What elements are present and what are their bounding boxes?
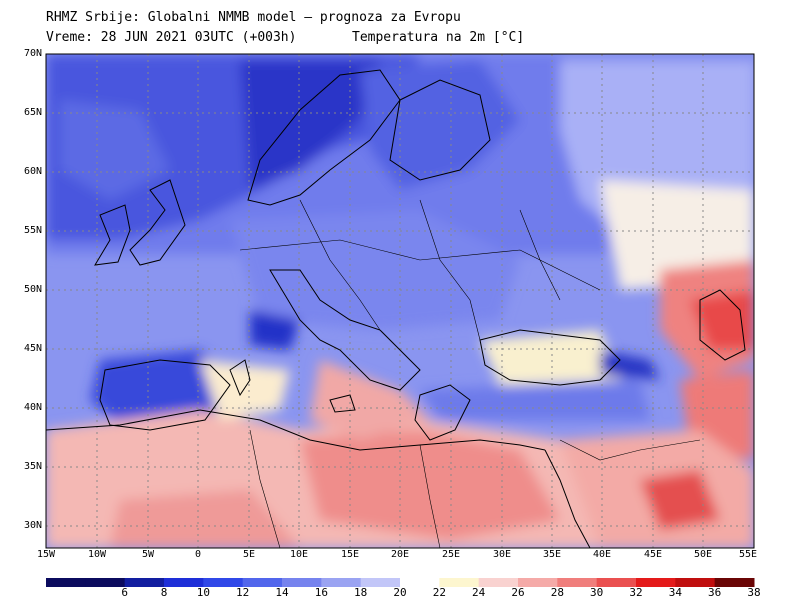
colorbar-swatch [636,578,676,587]
colorbar-swatch [478,578,519,587]
lat-label: 60N [23,166,42,177]
lat-label: 50N [23,284,42,295]
colorbar-tick-label: 16 [314,586,328,599]
lat-label: 35N [23,461,42,472]
colorbar-tick-label: 30 [590,586,604,599]
lon-label: 15W [36,549,56,560]
lat-label: 65N [23,107,42,118]
colorbar-tick-label: 24 [472,586,486,599]
map-frame [45,53,755,549]
lat-label: 70N [23,48,42,59]
valid-time: Vreme: 28 JUN 2021 03UTC (+003h) [46,30,297,45]
borders [239,199,701,548]
colorbar-swatch [282,578,322,587]
colorbar-tick-label: 34 [668,586,682,599]
colorbar-swatch [360,578,401,587]
colorbar [46,578,755,587]
colorbar-tick-label: 20 [393,586,407,599]
colorbar-tick-label: 32 [629,586,643,599]
colorbar-swatch [714,578,755,587]
graticule [46,54,754,548]
colorbar-swatch [518,578,558,587]
colorbar-tick-label: 26 [511,586,525,599]
colorbar-tick-label: 36 [708,586,722,599]
colorbar-swatch [46,578,86,587]
lon-label: 5E [242,549,256,560]
lon-label: 25E [441,549,461,560]
colorbar-swatch [675,578,716,587]
colorbar-tick-label: 22 [432,586,446,599]
colorbar-swatch [557,578,598,587]
lon-label: 55E [738,549,758,560]
colorbar-tick-label: 8 [160,586,168,599]
lon-label: 50E [693,549,713,560]
lon-label: 10E [289,549,309,560]
temperature-field [46,54,754,548]
colorbar-tick-label: 14 [275,586,289,599]
lon-label: 0 [194,549,202,560]
colorbar-tick-label: 38 [747,586,761,599]
lat-label: 55N [23,225,42,236]
lon-label: 45E [643,549,663,560]
colorbar-swatch [164,578,204,587]
colorbar-swatch [596,578,637,587]
colorbar-swatch [242,578,283,587]
colorbar-tick-label: 10 [196,586,210,599]
colorbar-swatch [203,578,244,587]
lon-label: 40E [592,549,612,560]
lon-label: 15E [340,549,360,560]
colorbar-tick-label: 18 [354,586,368,599]
lon-label: 30E [492,549,512,560]
colorbar-swatch [400,578,440,587]
colorbar-tick-label: 6 [121,586,128,599]
lat-label: 45N [23,343,42,354]
colorbar-swatch [321,578,362,587]
variable-label: Temperatura na 2m [°C] [352,30,525,45]
colorbar-swatch [85,578,126,587]
map-title: RHMZ Srbije: Globalni NMMB model — progn… [46,10,461,25]
lon-label: 5W [141,549,155,560]
lon-label: 35E [542,549,562,560]
lon-label: 10W [87,549,107,560]
lat-label: 30N [23,520,42,531]
lon-label: 20E [390,549,410,560]
colorbar-swatch [124,578,165,587]
colorbar-tick-label: 28 [550,586,564,599]
lat-label: 40N [23,402,42,413]
colorbar-tick-label: 12 [236,586,250,599]
coastlines [46,69,746,548]
colorbar-swatch [439,578,480,587]
